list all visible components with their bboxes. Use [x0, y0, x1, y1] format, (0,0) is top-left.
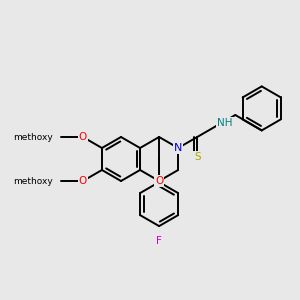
Text: methoxy: methoxy — [13, 176, 53, 185]
Text: NH: NH — [217, 118, 233, 128]
Text: N: N — [174, 143, 182, 153]
Text: F: F — [156, 236, 162, 247]
Text: methoxy: methoxy — [13, 133, 53, 142]
Text: O: O — [79, 132, 87, 142]
Text: S: S — [194, 152, 200, 162]
Text: O: O — [79, 176, 87, 186]
Text: O: O — [155, 176, 163, 186]
